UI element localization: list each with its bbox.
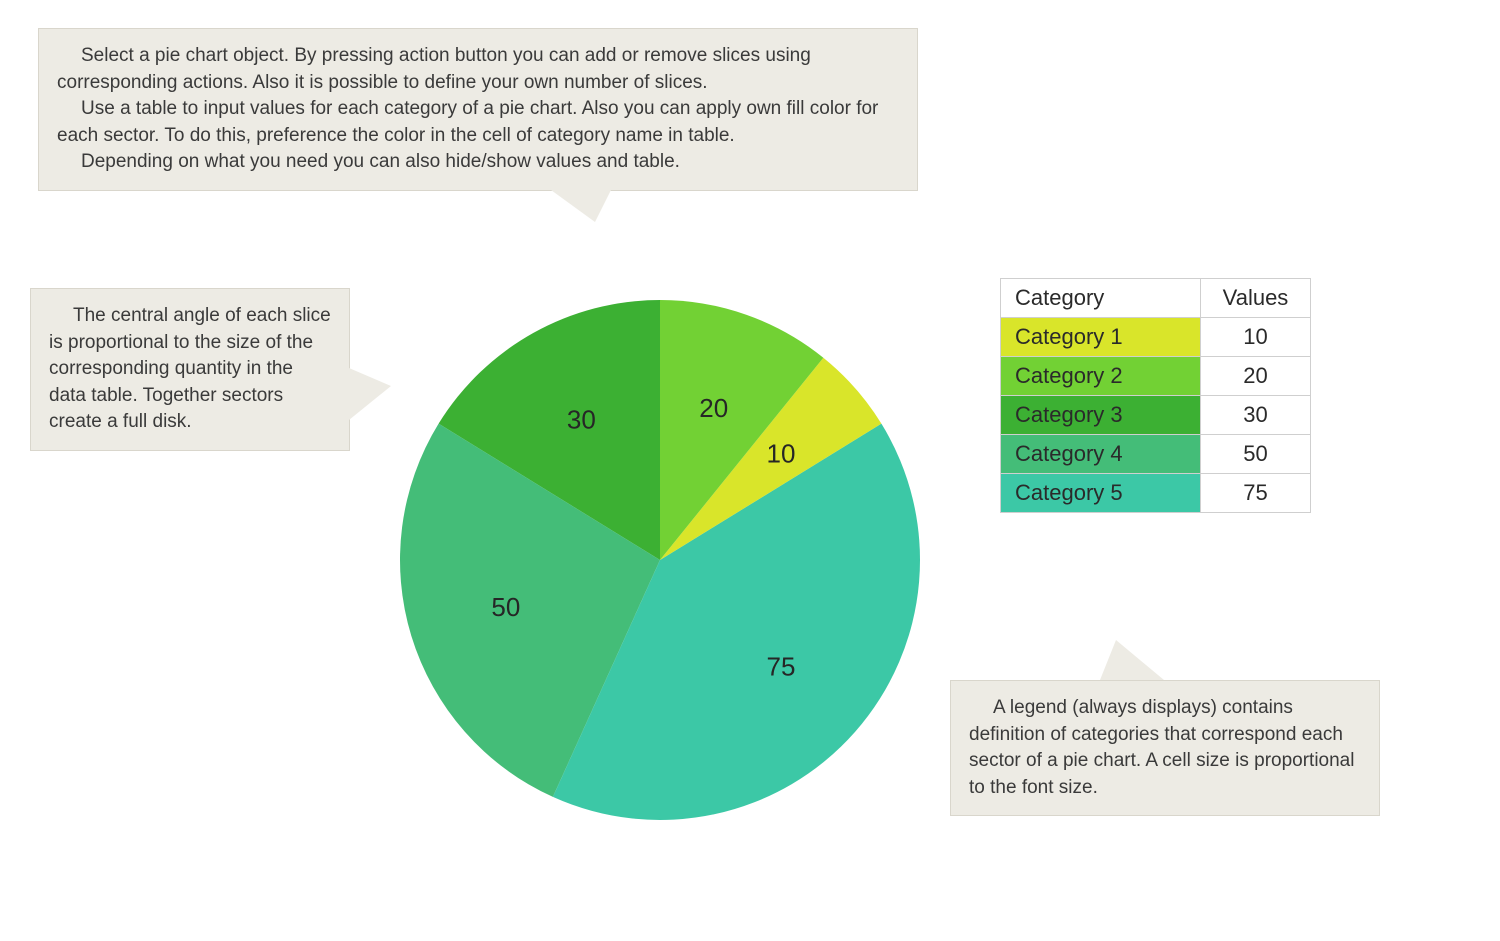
- pie-slice-label: 50: [491, 592, 520, 622]
- pie-slice-label: 10: [767, 438, 796, 468]
- pie-slice-label: 30: [567, 404, 596, 434]
- legend-category-cell: Category 5: [1001, 474, 1201, 513]
- callout-top-line1: Select a pie chart object. By pressing a…: [57, 43, 899, 96]
- pie-slice-label: 20: [699, 393, 728, 423]
- legend-value-cell: 50: [1201, 435, 1311, 474]
- legend-category-cell: Category 4: [1001, 435, 1201, 474]
- legend-category-cell: Category 3: [1001, 396, 1201, 435]
- callout-right-text: A legend (always displays) contains defi…: [969, 695, 1361, 801]
- pie-chart: 30 50 75 10 20: [380, 280, 940, 840]
- legend-table: Category Values Category 110Category 220…: [1000, 278, 1311, 513]
- legend-category-cell: Category 2: [1001, 357, 1201, 396]
- legend-header-category: Category: [1001, 279, 1201, 318]
- legend-row: Category 330: [1001, 396, 1311, 435]
- legend-value-cell: 20: [1201, 357, 1311, 396]
- legend-value-cell: 10: [1201, 318, 1311, 357]
- legend-category-cell: Category 1: [1001, 318, 1201, 357]
- pie-slice-label: 75: [767, 652, 796, 682]
- callout-angle-explanation: The central angle of each slice is propo…: [30, 288, 350, 451]
- legend-row: Category 220: [1001, 357, 1311, 396]
- legend-row: Category 575: [1001, 474, 1311, 513]
- callout-instructions-tail: [540, 182, 615, 222]
- callout-left-text: The central angle of each slice is propo…: [49, 303, 331, 436]
- legend-row: Category 450: [1001, 435, 1311, 474]
- callout-legend-tail: [1100, 640, 1164, 680]
- callout-top-line3: Depending on what you need you can also …: [57, 149, 899, 176]
- legend-row: Category 110: [1001, 318, 1311, 357]
- callout-top-line2: Use a table to input values for each cat…: [57, 96, 899, 149]
- legend-value-cell: 30: [1201, 396, 1311, 435]
- callout-legend-explanation: A legend (always displays) contains defi…: [950, 680, 1380, 816]
- legend-value-cell: 75: [1201, 474, 1311, 513]
- legend-header-values: Values: [1201, 279, 1311, 318]
- callout-instructions: Select a pie chart object. By pressing a…: [38, 28, 918, 191]
